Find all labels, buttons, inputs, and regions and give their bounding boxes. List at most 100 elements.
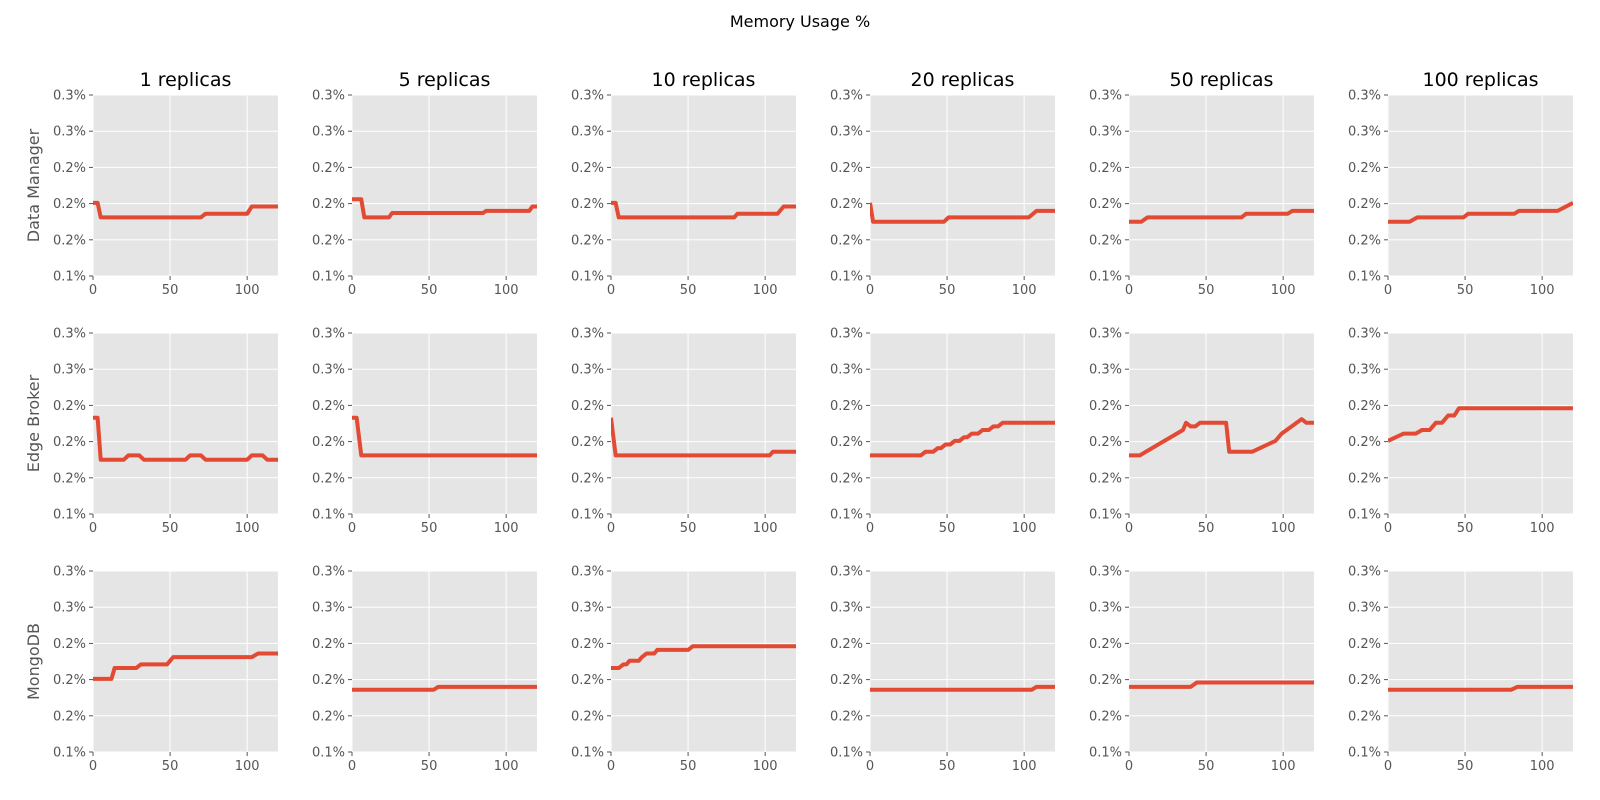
y-tick-label: 0.3% bbox=[1089, 89, 1122, 104]
series-line bbox=[611, 200, 796, 220]
y-tick-label: 0.3% bbox=[53, 363, 86, 378]
plot-area bbox=[352, 95, 537, 276]
x-tick-label: 0 bbox=[866, 759, 874, 774]
y-tick-label: 0.2% bbox=[1348, 471, 1381, 486]
y-tick-label: 0.2% bbox=[312, 233, 345, 248]
subplot-0-2: 0.1% 0.2% 0.2% 0.2% 0.3% 0.3% 0 50 100 bbox=[571, 89, 796, 298]
x-tick-label: 0 bbox=[1384, 283, 1392, 298]
row-label: Data Manager bbox=[24, 128, 43, 242]
y-tick-label: 0.2% bbox=[53, 471, 86, 486]
x-tick-label: 100 bbox=[1271, 759, 1296, 774]
y-tick-label: 0.3% bbox=[830, 89, 863, 104]
plot-area bbox=[93, 571, 278, 752]
y-tick-label: 0.3% bbox=[1348, 565, 1381, 580]
series-line bbox=[93, 651, 278, 681]
x-tick-label: 100 bbox=[1271, 521, 1296, 536]
y-tick-label: 0.2% bbox=[53, 435, 86, 450]
subplot-0-3: 0.1% 0.2% 0.2% 0.2% 0.3% 0.3% 0 50 100 bbox=[830, 89, 1055, 298]
x-tick-label: 0 bbox=[348, 283, 356, 298]
x-tick-label: 50 bbox=[162, 759, 179, 774]
y-tick-label: 0.1% bbox=[312, 508, 345, 523]
row-label: MongoDB bbox=[24, 623, 43, 700]
x-tick-label: 50 bbox=[162, 283, 179, 298]
y-tick-label: 0.2% bbox=[312, 197, 345, 212]
x-tick-label: 0 bbox=[89, 759, 97, 774]
y-tick-label: 0.2% bbox=[830, 673, 863, 688]
y-tick-label: 0.1% bbox=[1348, 270, 1381, 285]
x-tick-label: 0 bbox=[1125, 759, 1133, 774]
series-line bbox=[352, 415, 537, 458]
x-tick-label: 50 bbox=[421, 759, 438, 774]
y-tick-label: 0.3% bbox=[1348, 363, 1381, 378]
subplot-1-1: 0.1% 0.2% 0.2% 0.2% 0.3% 0.3% 0 50 100 bbox=[312, 327, 537, 536]
plot-area bbox=[1129, 571, 1314, 752]
subplot-1-0: 0.1% 0.2% 0.2% 0.2% 0.3% 0.3% 0 50 100 bbox=[53, 327, 278, 536]
x-tick-label: 0 bbox=[607, 759, 615, 774]
y-tick-label: 0.2% bbox=[53, 399, 86, 414]
y-tick-label: 0.2% bbox=[53, 709, 86, 724]
y-tick-label: 0.3% bbox=[53, 601, 86, 616]
y-tick-label: 0.2% bbox=[830, 399, 863, 414]
plot-area bbox=[1388, 333, 1573, 514]
plot-area bbox=[870, 95, 1055, 276]
y-tick-label: 0.2% bbox=[1348, 673, 1381, 688]
plot-area bbox=[93, 95, 278, 276]
subplot-1-5: 0.1% 0.2% 0.2% 0.2% 0.3% 0.3% 0 50 100 bbox=[1348, 327, 1573, 536]
subplot-2-4: 0.1% 0.2% 0.2% 0.2% 0.3% 0.3% 0 50 100 bbox=[1089, 565, 1314, 774]
y-tick-label: 0.1% bbox=[571, 270, 604, 285]
y-tick-label: 0.2% bbox=[830, 161, 863, 176]
x-tick-label: 100 bbox=[753, 759, 778, 774]
series-line bbox=[1129, 208, 1314, 224]
y-tick-label: 0.1% bbox=[53, 746, 86, 761]
x-tick-label: 100 bbox=[753, 521, 778, 536]
x-tick-label: 0 bbox=[1384, 759, 1392, 774]
y-tick-label: 0.3% bbox=[53, 565, 86, 580]
y-tick-label: 0.3% bbox=[571, 565, 604, 580]
y-tick-label: 0.2% bbox=[53, 673, 86, 688]
x-tick-label: 100 bbox=[1271, 283, 1296, 298]
y-tick-label: 0.2% bbox=[1089, 435, 1122, 450]
x-tick-label: 0 bbox=[866, 521, 874, 536]
plot-area bbox=[611, 333, 796, 514]
x-tick-label: 50 bbox=[421, 521, 438, 536]
x-tick-label: 50 bbox=[1457, 759, 1474, 774]
x-tick-label: 50 bbox=[939, 283, 956, 298]
subplot-1-4: 0.1% 0.2% 0.2% 0.2% 0.3% 0.3% 0 50 100 bbox=[1089, 327, 1314, 536]
x-tick-label: 50 bbox=[1198, 521, 1215, 536]
x-tick-label: 100 bbox=[1530, 759, 1555, 774]
y-tick-label: 0.2% bbox=[571, 399, 604, 414]
y-tick-label: 0.1% bbox=[1089, 508, 1122, 523]
series-line bbox=[611, 644, 796, 671]
y-tick-label: 0.3% bbox=[312, 601, 345, 616]
y-tick-label: 0.3% bbox=[830, 601, 863, 616]
plot-area bbox=[1129, 95, 1314, 276]
x-tick-label: 0 bbox=[866, 283, 874, 298]
y-tick-label: 0.2% bbox=[1089, 471, 1122, 486]
y-tick-label: 0.3% bbox=[1089, 125, 1122, 140]
series-line bbox=[93, 200, 278, 220]
x-tick-label: 100 bbox=[1012, 759, 1037, 774]
y-tick-label: 0.2% bbox=[312, 161, 345, 176]
y-tick-label: 0.2% bbox=[1348, 709, 1381, 724]
column-title: 50 replicas bbox=[1170, 69, 1274, 91]
y-tick-label: 0.2% bbox=[1089, 673, 1122, 688]
y-tick-label: 0.2% bbox=[571, 709, 604, 724]
y-tick-label: 0.2% bbox=[1089, 233, 1122, 248]
x-tick-label: 50 bbox=[680, 283, 697, 298]
y-tick-label: 0.2% bbox=[1348, 197, 1381, 212]
subplot-0-4: 0.1% 0.2% 0.2% 0.2% 0.3% 0.3% 0 50 100 bbox=[1089, 89, 1314, 298]
subplot-1-3: 0.1% 0.2% 0.2% 0.2% 0.3% 0.3% 0 50 100 bbox=[830, 327, 1055, 536]
x-tick-label: 0 bbox=[607, 521, 615, 536]
subplot-2-3: 0.1% 0.2% 0.2% 0.2% 0.3% 0.3% 0 50 100 bbox=[830, 565, 1055, 774]
y-tick-label: 0.2% bbox=[312, 673, 345, 688]
series-line bbox=[1388, 684, 1573, 692]
x-tick-label: 50 bbox=[1198, 283, 1215, 298]
y-tick-label: 0.2% bbox=[830, 233, 863, 248]
y-tick-label: 0.3% bbox=[571, 327, 604, 342]
subplot-0-1: 0.1% 0.2% 0.2% 0.2% 0.3% 0.3% 0 50 100 bbox=[312, 89, 537, 298]
x-tick-label: 0 bbox=[1125, 283, 1133, 298]
y-tick-label: 0.3% bbox=[571, 125, 604, 140]
y-tick-label: 0.1% bbox=[1089, 270, 1122, 285]
x-tick-label: 50 bbox=[680, 521, 697, 536]
y-tick-label: 0.1% bbox=[53, 508, 86, 523]
